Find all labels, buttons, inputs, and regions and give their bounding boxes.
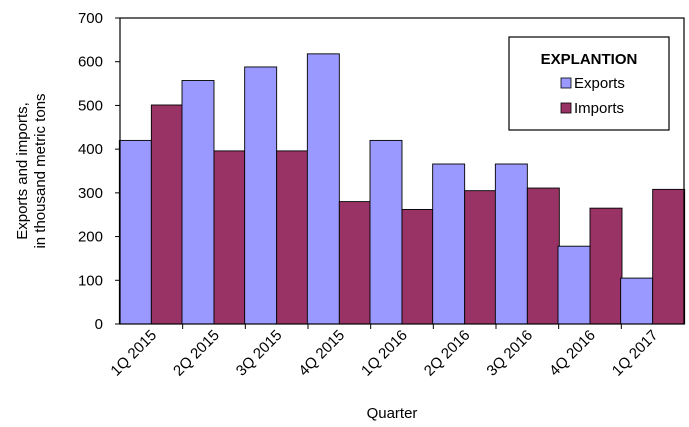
legend-label-exports: Exports bbox=[574, 75, 625, 92]
x-tick-label: 3Q 2016 bbox=[483, 327, 536, 380]
bar-imports bbox=[652, 188, 686, 325]
bar-exports bbox=[494, 163, 528, 325]
x-tick-label: 1Q 2015 bbox=[107, 327, 160, 380]
bar-imports bbox=[401, 209, 435, 325]
y-axis-label-line-2: in thousand metric tons bbox=[32, 93, 49, 248]
x-tick-label: 1Q 2016 bbox=[358, 327, 411, 380]
legend-label-imports: Imports bbox=[574, 100, 624, 117]
x-tick-label: 3Q 2015 bbox=[233, 327, 286, 380]
bars bbox=[118, 53, 686, 325]
y-axis-tick-labels: 0 100 200 300 400 500 600 700 bbox=[78, 10, 103, 333]
y-tick-label: 500 bbox=[78, 97, 103, 114]
bar-exports bbox=[244, 66, 278, 325]
bar-imports bbox=[526, 187, 560, 325]
bar-imports bbox=[338, 201, 372, 325]
bar-imports bbox=[589, 207, 623, 325]
legend: EXPLANTION Exports Imports bbox=[508, 36, 670, 131]
bar-exports bbox=[620, 277, 654, 325]
bar-exports bbox=[369, 139, 403, 325]
legend-swatch-exports bbox=[560, 77, 572, 89]
y-axis-label-line-1: Exports and imports, bbox=[14, 102, 31, 240]
bar-exports bbox=[432, 163, 466, 325]
bar-imports bbox=[213, 150, 247, 325]
legend-box bbox=[508, 36, 670, 131]
x-tick-label: 2Q 2016 bbox=[421, 327, 474, 380]
x-axis-label: Quarter bbox=[367, 405, 418, 422]
bar-imports bbox=[276, 150, 310, 325]
y-tick-label: 100 bbox=[78, 272, 103, 289]
bar-exports bbox=[118, 139, 152, 325]
legend-title: EXPLANTION bbox=[541, 51, 638, 68]
x-tick-label: 4Q 2015 bbox=[295, 327, 348, 380]
x-axis-tick-marks bbox=[182, 324, 622, 329]
x-axis-tick-labels: 1Q 2015 2Q 2015 3Q 2015 4Q 2015 1Q 2016 2Q 20… bbox=[107, 327, 661, 380]
plot-area-frame bbox=[119, 17, 685, 325]
y-tick-label: 300 bbox=[78, 185, 103, 202]
bar-exports bbox=[306, 53, 340, 325]
x-tick-label: 1Q 2017 bbox=[609, 327, 662, 380]
bar-imports bbox=[464, 190, 498, 325]
y-tick-label: 400 bbox=[78, 141, 103, 158]
x-tick-label: 2Q 2015 bbox=[170, 327, 223, 380]
bar-exports bbox=[557, 245, 591, 325]
y-tick-label: 600 bbox=[78, 54, 103, 71]
x-tick-label: 4Q 2016 bbox=[546, 327, 599, 380]
y-tick-label: 200 bbox=[78, 229, 103, 246]
bar-imports bbox=[150, 104, 184, 325]
bar-exports bbox=[181, 80, 215, 325]
legend-swatch-imports bbox=[560, 102, 572, 114]
y-axis-tick-marks bbox=[115, 17, 120, 325]
y-tick-label: 700 bbox=[78, 10, 103, 27]
y-tick-label: 0 bbox=[95, 316, 103, 333]
